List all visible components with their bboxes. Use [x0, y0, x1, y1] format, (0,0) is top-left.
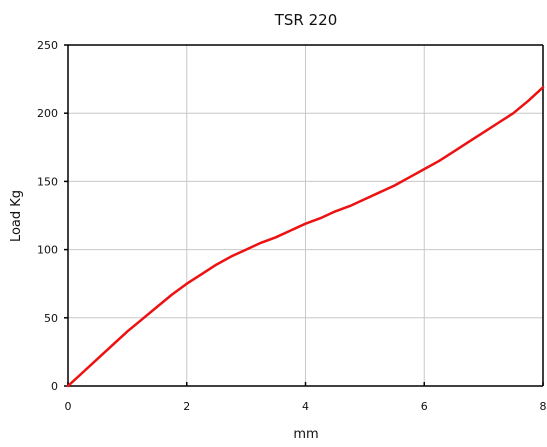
grid-lines — [68, 45, 543, 386]
y-tick-label: 200 — [37, 107, 58, 120]
x-tick-label: 8 — [540, 400, 547, 413]
x-tick-label: 4 — [302, 400, 309, 413]
axes — [67, 44, 544, 387]
x-tick-label: 2 — [183, 400, 190, 413]
y-tick-label: 50 — [44, 312, 58, 325]
tick-labels: 0 2 4 6 8 0 50 100 150 200 250 — [37, 39, 547, 413]
series-line — [66, 86, 545, 388]
y-tick-label: 100 — [37, 244, 58, 257]
x-tick-label: 0 — [65, 400, 72, 413]
y-tick-label: 150 — [37, 175, 58, 188]
x-axis-title: mm — [293, 427, 318, 442]
y-tick-label: 250 — [37, 39, 58, 52]
tick-marks — [64, 44, 544, 387]
y-tick-label: 0 — [51, 380, 58, 393]
series-layer — [66, 86, 545, 388]
y-axis-title: Load Kg — [9, 190, 24, 242]
chart-title: TSR 220 — [274, 11, 338, 29]
x-tick-label: 6 — [421, 400, 428, 413]
